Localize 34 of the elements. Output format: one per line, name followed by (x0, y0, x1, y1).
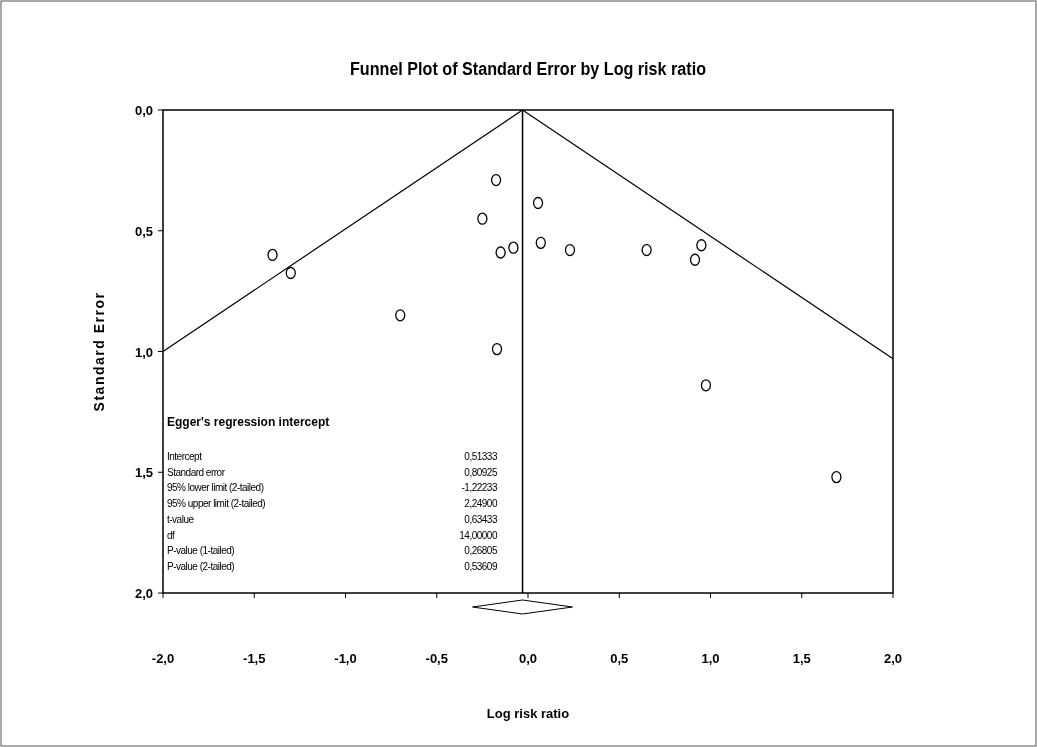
x-axis-title: Log risk ratio (486, 706, 570, 721)
annotation: Intercept (167, 451, 203, 462)
annotation: 14,00000 (459, 529, 498, 541)
annotation: -1,22233 (461, 482, 498, 494)
annotation: 0,80925 (464, 466, 498, 478)
x-tick-label: -1,5 (243, 651, 266, 666)
annotation: 2,24900 (464, 498, 498, 510)
annotation: t-value (167, 513, 195, 525)
x-tick-label: 0,0 (518, 651, 538, 666)
y-tick-label: 2,0 (134, 586, 153, 601)
y-axis-title: Standard Error (91, 291, 107, 412)
annotation: 0,63433 (464, 513, 498, 525)
annotation: 0,26805 (464, 545, 498, 557)
x-tick-label: -1,0 (334, 651, 357, 666)
x-tick-label: -0,5 (425, 651, 448, 666)
y-tick-label: 1,0 (134, 344, 153, 360)
annotation: Standard error (167, 466, 226, 478)
annotation: df (167, 529, 176, 541)
annotation: P-value (1-tailed) (167, 545, 235, 557)
annotation: P-value (2-tailed) (167, 560, 235, 572)
annotation: 0,53609 (464, 560, 498, 572)
x-tick-label: 1,0 (701, 651, 720, 666)
annotation: Egger's regression intercept (167, 415, 330, 429)
x-tick-label: -2,0 (151, 651, 175, 666)
annotation: 0,51333 (464, 451, 498, 462)
x-tick-label: 1,5 (792, 651, 811, 666)
y-tick-label: 0,0 (134, 103, 153, 118)
annotation: 95% lower limit (2-tailed) (167, 482, 264, 494)
annotation: 95% upper limit (2-tailed) (167, 498, 266, 510)
y-tick-label: 1,5 (134, 465, 153, 481)
chart-title: Funnel Plot of Standard Error by Log risk ratio (349, 57, 707, 80)
x-tick-label: 2,0 (883, 651, 903, 666)
y-tick-label: 0,5 (134, 223, 153, 239)
x-tick-label: 0,5 (610, 651, 629, 666)
